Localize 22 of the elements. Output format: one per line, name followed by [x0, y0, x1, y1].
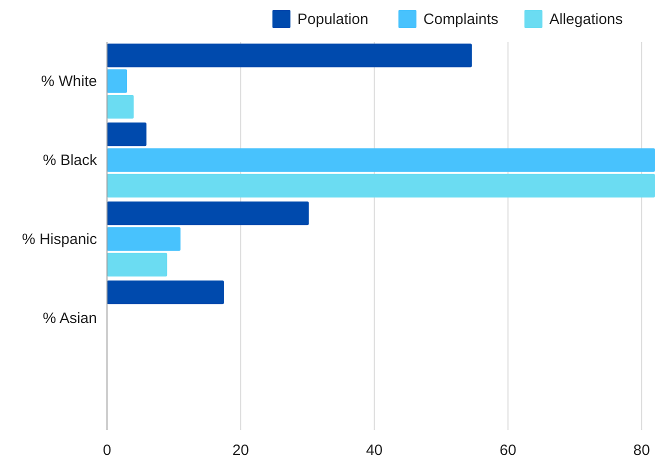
bar [107, 201, 309, 226]
bar [107, 69, 128, 93]
y-tick-label: % White [41, 73, 97, 90]
bar [107, 44, 472, 68]
legend-label: Population [297, 11, 368, 28]
x-tick-label: 0 [102, 442, 112, 459]
bar [107, 280, 224, 304]
bar [107, 122, 146, 146]
legend-label: Allegations [549, 11, 623, 28]
x-tick-label: 80 [633, 442, 650, 459]
x-tick-label: 40 [366, 442, 383, 459]
y-tick-label: % Black [42, 152, 98, 170]
y-tick-label: % Asian [42, 310, 97, 327]
bar [107, 252, 168, 277]
bar [107, 94, 134, 119]
bar [107, 227, 181, 251]
bar [107, 148, 655, 172]
legend-label: Complaints [423, 11, 498, 28]
y-tick-label: % Hispanic [22, 231, 98, 248]
bar [107, 174, 655, 198]
x-tick-label: 20 [232, 442, 249, 459]
x-tick-label: 60 [500, 442, 516, 459]
